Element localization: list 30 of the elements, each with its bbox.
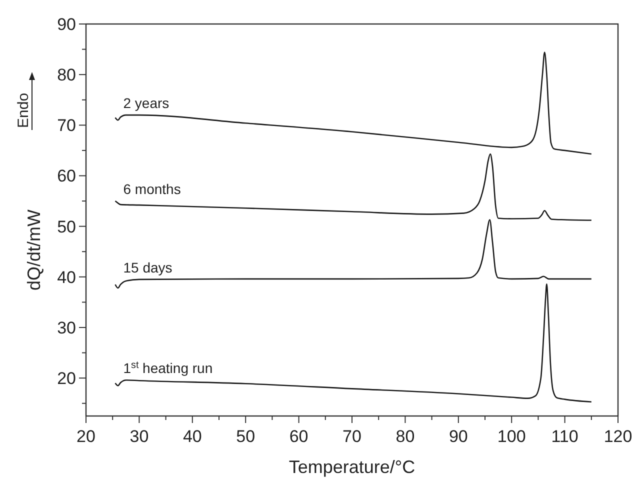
x-tick-label: 50 <box>236 427 256 446</box>
series-label: 6 months <box>123 181 181 198</box>
x-tick-label: 80 <box>396 427 415 446</box>
x-tick-label: 60 <box>289 427 308 446</box>
x-tick-label: 40 <box>182 427 202 446</box>
x-tick-label: 100 <box>497 427 526 446</box>
x-tick-label: 20 <box>76 427 96 446</box>
x-tick-label: 90 <box>448 427 468 446</box>
line-series <box>114 283 592 402</box>
series-label: 15 days <box>123 259 172 276</box>
y-tick-label: 40 <box>57 268 76 287</box>
x-tick-label: 120 <box>604 427 632 446</box>
y-tick-label: 50 <box>57 217 76 236</box>
line-series <box>114 153 592 221</box>
line-series <box>114 219 592 289</box>
series-label: 1$^{st}$ heating run <box>123 360 213 376</box>
y-tick-label: 60 <box>57 166 76 186</box>
y-tick-label: 80 <box>57 66 76 85</box>
y-tick-label: 20 <box>57 369 76 388</box>
text: Endo <box>15 92 32 128</box>
line-series <box>114 52 592 155</box>
x-axis-title: Temperature/°C <box>288 457 416 477</box>
y-tick-label: 70 <box>57 116 76 136</box>
x-tick-label: 30 <box>130 427 149 446</box>
y-tick-label: 90 <box>57 15 76 34</box>
series-label: 2 years <box>123 95 170 112</box>
y-axis-title: dQ/dt/mW <box>24 209 44 291</box>
y-tick-label: 30 <box>57 318 76 338</box>
x-tick-label: 110 <box>551 427 578 446</box>
x-tick-label: 70 <box>342 427 362 446</box>
